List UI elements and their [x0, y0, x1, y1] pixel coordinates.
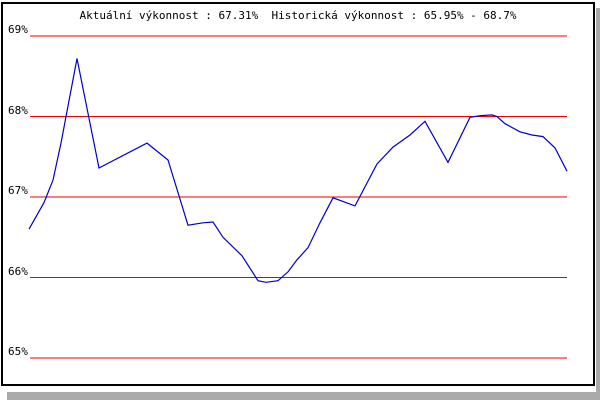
window-shadow-right: [596, 8, 600, 400]
y-tick-label-68: 68%: [8, 103, 28, 117]
y-tick-label-66: 66%: [8, 264, 28, 278]
performance-line: [28, 58, 568, 283]
plot-area: [28, 35, 568, 359]
y-tick-label-67: 67%: [8, 184, 28, 197]
y-tick-label-65: 65%: [8, 345, 28, 358]
gridlines: [30, 35, 567, 359]
y-tick-label-69: 69%: [8, 23, 28, 36]
chart-title: Aktuální výkonnost : 67.31% Historická v…: [79, 9, 517, 22]
window-shadow-bottom: [7, 392, 600, 400]
chart-window: Aktuální výkonnost : 67.31% Historická v…: [1, 2, 595, 386]
